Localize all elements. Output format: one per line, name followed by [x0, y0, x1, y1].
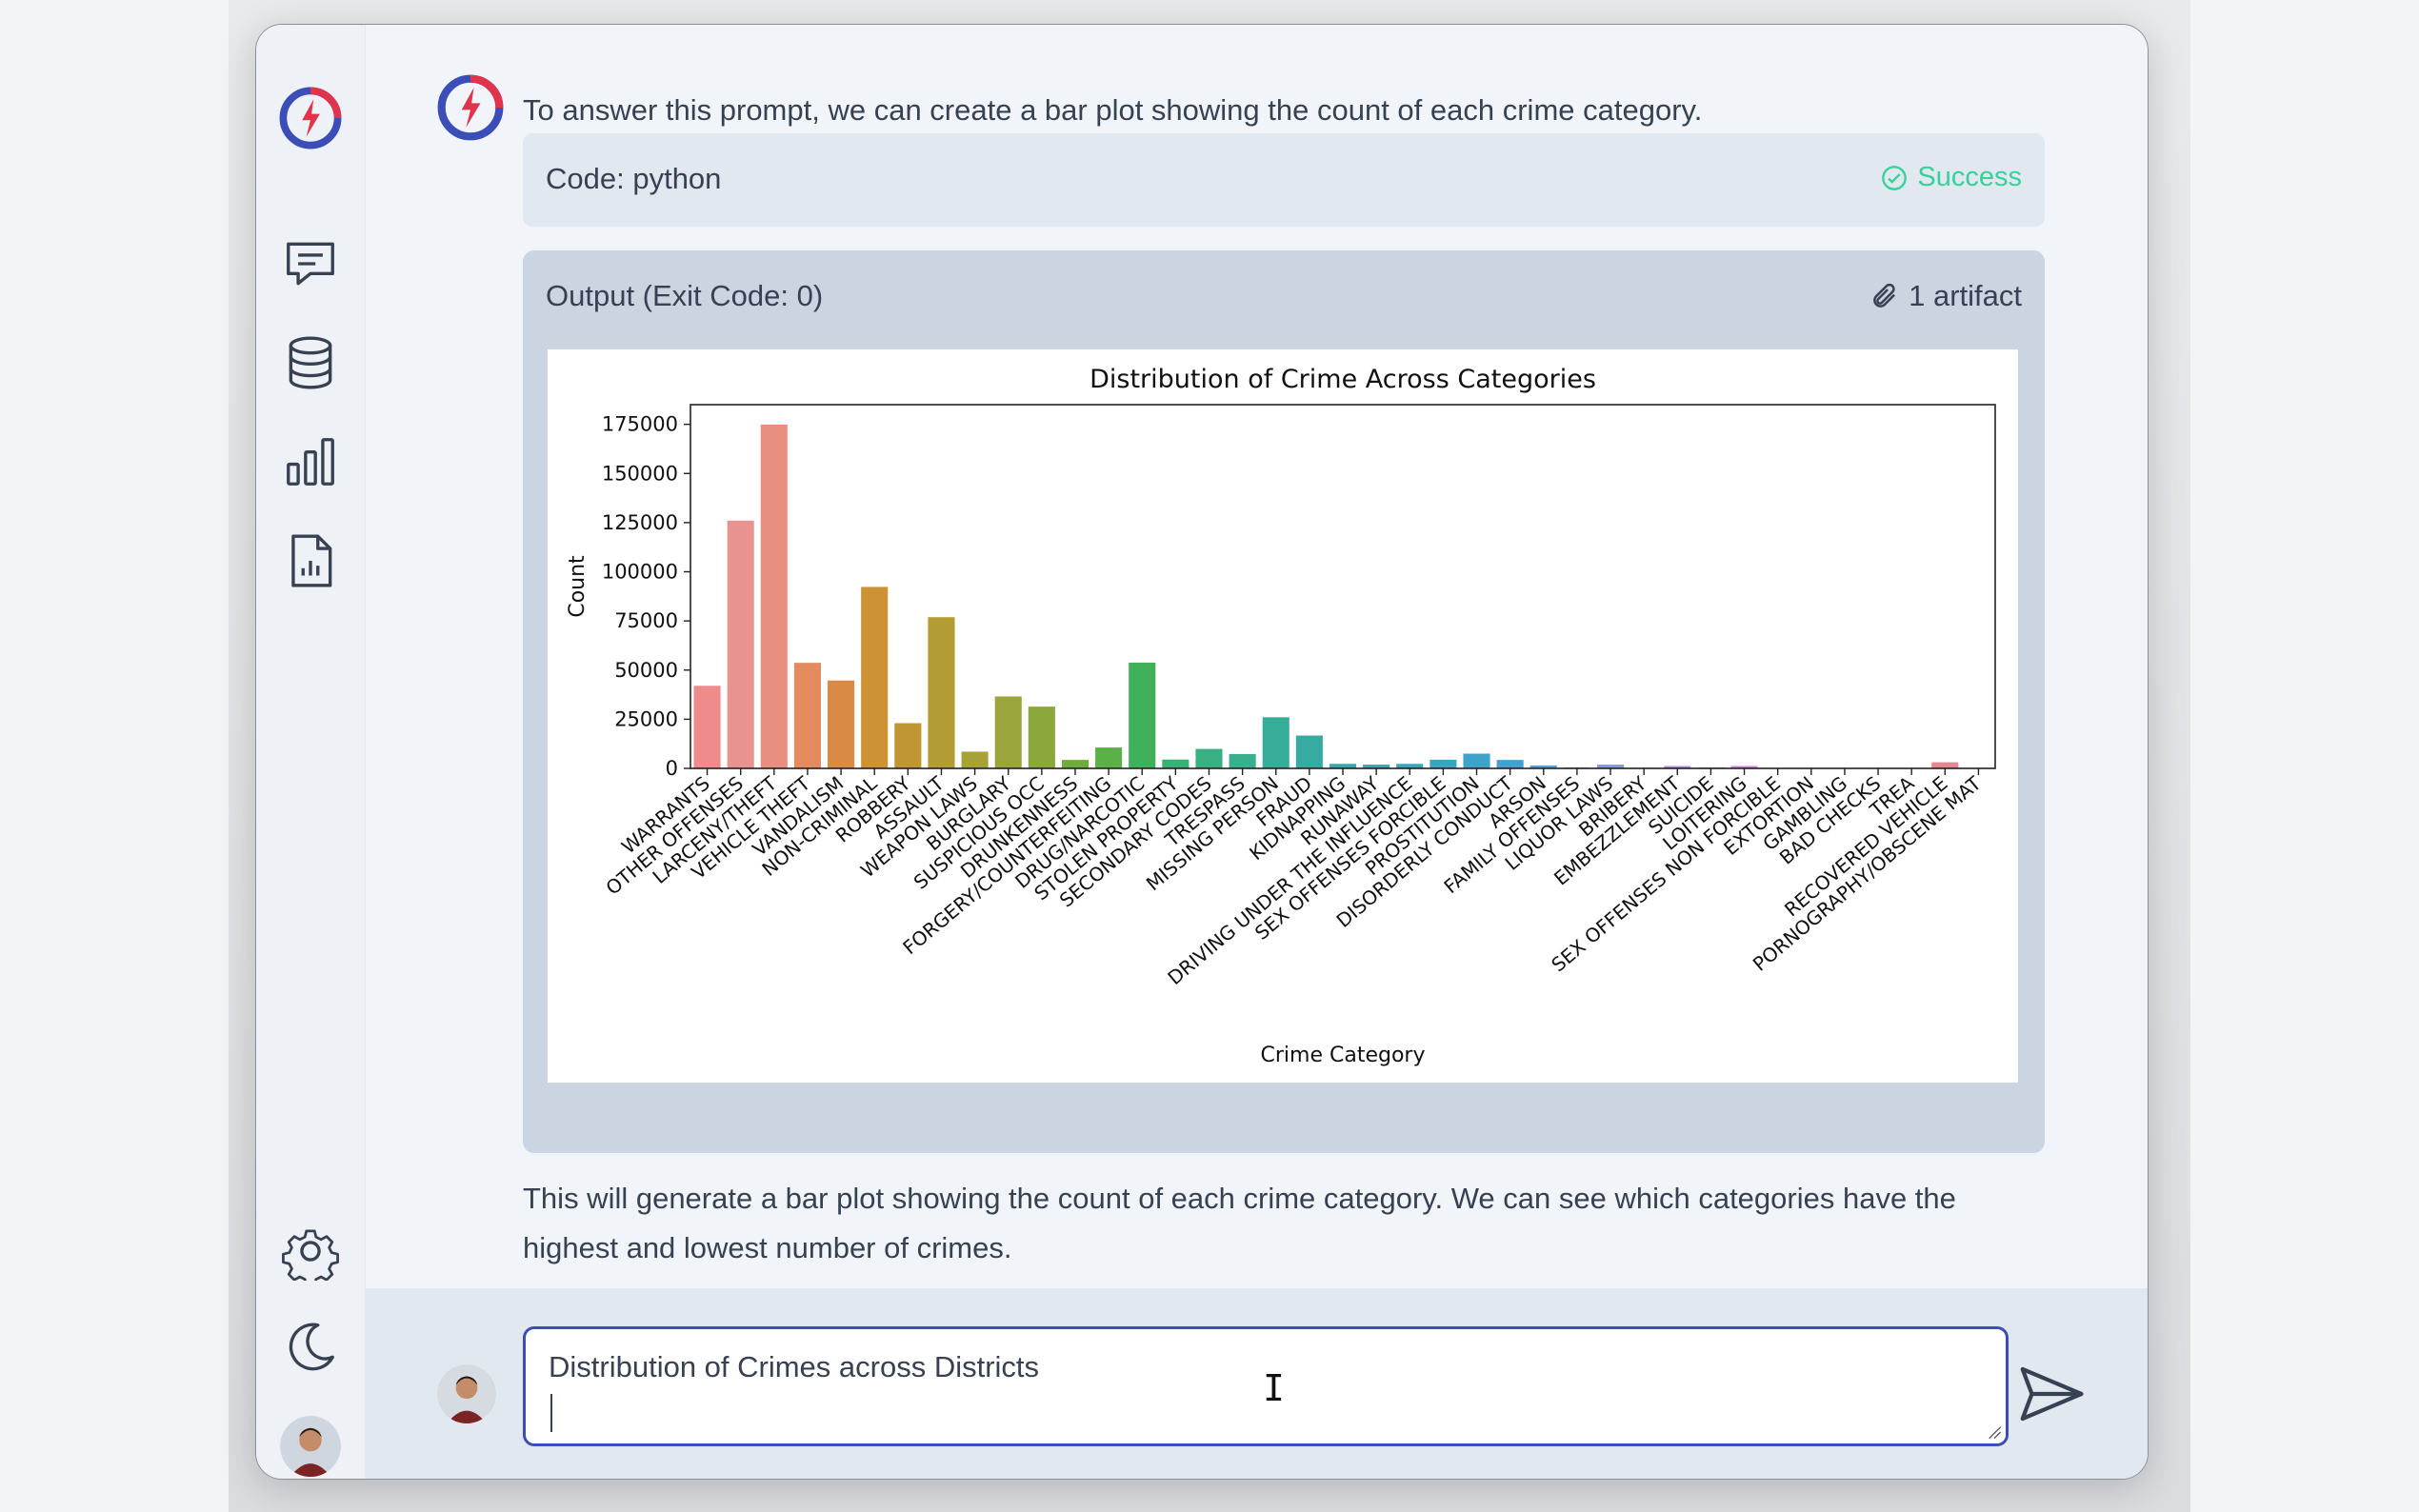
y-tick-label-175000: 175000: [602, 413, 678, 436]
message-input[interactable]: Distribution of Crimes across Districts …: [523, 1326, 2009, 1446]
bar-18: [1295, 735, 1323, 768]
crime-bar-chart: Distribution of Crime Across Categories 0…: [566, 365, 1996, 1067]
sidebar: [256, 25, 366, 1479]
artifact-count: 1 artifact: [1909, 279, 2022, 312]
bar-5: [861, 587, 889, 768]
assistant-message-intro: To answer this prompt, we can create a b…: [523, 93, 1703, 127]
bar-2: [760, 424, 788, 768]
bar-chart-icon[interactable]: [270, 421, 351, 503]
assistant-message-outro-2: highest and lowest number of crimes.: [523, 1231, 1012, 1264]
logo-icon[interactable]: [270, 77, 351, 159]
bar-7: [928, 617, 955, 768]
output-panel: Output (Exit Code: 0) 1 artifact Distrib…: [523, 250, 2045, 1153]
bar-6: [894, 723, 922, 768]
bar-13: [1129, 662, 1156, 768]
bar-29: [1664, 766, 1691, 768]
chat-icon[interactable]: [270, 223, 351, 305]
y-tick-label-150000: 150000: [602, 462, 678, 485]
text-caret: [550, 1394, 552, 1432]
bot-avatar: [437, 74, 504, 141]
composer: Distribution of Crimes across Districts …: [366, 1288, 2148, 1479]
bar-23: [1463, 753, 1490, 768]
bar-31: [1730, 766, 1758, 768]
bar-27: [1596, 765, 1625, 768]
database-icon[interactable]: [270, 322, 351, 404]
bar-11: [1061, 760, 1090, 768]
bar-22: [1429, 759, 1457, 768]
bar-19: [1329, 764, 1357, 768]
chat-area: To answer this prompt, we can create a b…: [366, 25, 2148, 1479]
bar-20: [1363, 765, 1390, 768]
bar-8: [961, 751, 989, 768]
bar-1: [727, 520, 754, 768]
bar-0: [693, 686, 721, 768]
status-badge: Success: [1881, 162, 2022, 193]
code-block-header[interactable]: Code: python Success: [523, 133, 2045, 227]
assistant-message-outro-1: This will generate a bar plot showing th…: [523, 1182, 1956, 1215]
send-icon: [2020, 1366, 2084, 1422]
bar-14: [1162, 759, 1190, 768]
check-circle-icon: [1882, 165, 1908, 190]
send-button[interactable]: [2013, 1357, 2088, 1431]
y-tick-label-0: 0: [666, 757, 678, 780]
bar-17: [1262, 717, 1289, 768]
output-label: Output (Exit Code: 0): [546, 279, 824, 312]
app-window: To answer this prompt, we can create a b…: [255, 24, 2149, 1480]
chart-image: Distribution of Crime Across Categories 0…: [548, 349, 2018, 1083]
paperclip-icon: [1873, 283, 1895, 308]
ibeam-cursor-icon: I: [1263, 1367, 1285, 1409]
bar-24: [1496, 760, 1524, 768]
resize-handle-icon[interactable]: [1987, 1424, 2002, 1440]
code-language-label: Code: python: [546, 162, 722, 195]
report-file-icon[interactable]: [270, 520, 351, 602]
bar-10: [1028, 706, 1055, 768]
bar-3: [793, 663, 821, 768]
status-text: Success: [1917, 162, 2022, 192]
y-axis-label: Count: [566, 555, 590, 618]
bar-21: [1396, 764, 1424, 768]
bar-12: [1095, 747, 1123, 768]
y-tick-label-50000: 50000: [614, 659, 678, 682]
y-tick-label-25000: 25000: [614, 707, 678, 730]
moon-icon[interactable]: [270, 1306, 351, 1388]
y-tick-label-125000: 125000: [602, 511, 678, 534]
message-input-value: Distribution of Crimes across Districts: [549, 1350, 1040, 1383]
bar-9: [994, 696, 1022, 768]
gear-icon[interactable]: [270, 1210, 351, 1292]
y-tick-label-75000: 75000: [614, 609, 678, 632]
artifact-link[interactable]: 1 artifact: [1870, 279, 2022, 313]
user-avatar: [437, 1364, 496, 1423]
avatar[interactable]: [270, 1405, 351, 1479]
chart-title: Distribution of Crime Across Categories: [1090, 365, 1596, 394]
bar-15: [1195, 748, 1223, 768]
bar-25: [1529, 765, 1557, 768]
bar-16: [1229, 753, 1256, 768]
bar-4: [828, 680, 855, 768]
bar-37: [1931, 762, 1959, 768]
x-axis-label: Crime Category: [1261, 1044, 1426, 1067]
y-tick-label-100000: 100000: [602, 561, 678, 584]
